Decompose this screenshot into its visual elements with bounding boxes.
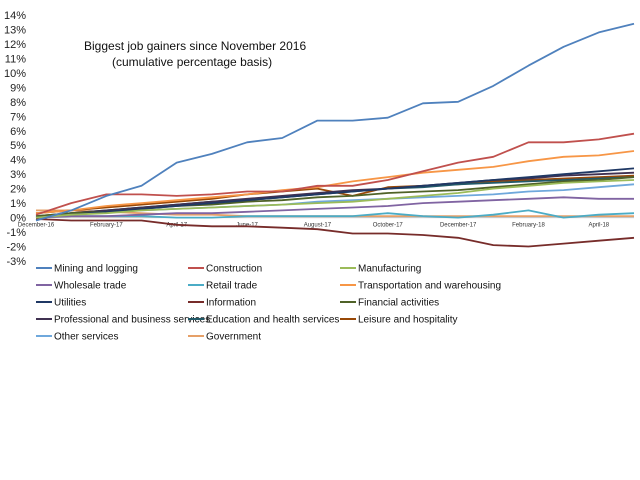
legend-label: Retail trade bbox=[206, 281, 258, 292]
chart-subtitle: (cumulative percentage basis) bbox=[112, 55, 272, 69]
chart-title: Biggest job gainers since November 2016 bbox=[84, 39, 306, 53]
y-tick-label: -1% bbox=[6, 227, 26, 239]
series-line-utilities bbox=[35, 167, 635, 219]
y-tick-label: 9% bbox=[10, 82, 26, 94]
legend: Mining and logging Construction Manufactur… bbox=[36, 264, 501, 343]
legend-entry: Professional and business services bbox=[36, 315, 210, 326]
y-tick-label: 11% bbox=[5, 53, 26, 65]
y-tick-label: 13% bbox=[4, 24, 26, 36]
y-tick-label: 1% bbox=[10, 198, 26, 210]
y-tick-label: -3% bbox=[6, 256, 26, 268]
x-tick-label: February-17 bbox=[90, 223, 123, 229]
legend-label: Financial activities bbox=[358, 298, 439, 309]
legend-label: Construction bbox=[206, 264, 262, 275]
x-tick-label: August-17 bbox=[304, 223, 332, 229]
series-line-manufacturing bbox=[35, 179, 635, 219]
y-axis: 14% 13% 12% 11% 10% 9% 8% 7% 6% 5% 4% 3% 2% 1% 0% -1% -2… bbox=[4, 10, 26, 268]
legend-label: Utilities bbox=[54, 298, 86, 309]
legend-label: Other services bbox=[54, 332, 118, 343]
y-tick-label: 2% bbox=[10, 184, 26, 196]
legend-label: Manufacturing bbox=[358, 264, 421, 275]
x-tick-label: April-18 bbox=[588, 223, 609, 229]
y-tick-label: 12% bbox=[4, 39, 26, 51]
legend-label: Transportation and warehousing bbox=[358, 281, 501, 292]
y-tick-label: 4% bbox=[10, 155, 26, 167]
legend-entry: Transportation and warehousing bbox=[340, 281, 501, 292]
legend-label: Wholesale trade bbox=[54, 281, 127, 292]
legend-label: Government bbox=[206, 332, 261, 343]
y-tick-label: 8% bbox=[10, 97, 26, 109]
legend-entry: Wholesale trade bbox=[36, 281, 127, 292]
legend-entry: Other services bbox=[36, 332, 118, 343]
y-tick-label: 10% bbox=[4, 68, 26, 80]
series-line-retail-trade bbox=[35, 209, 635, 219]
y-tick-label: -2% bbox=[6, 242, 26, 254]
y-tick-label: 0% bbox=[10, 213, 26, 225]
legend-entry: Manufacturing bbox=[340, 264, 421, 275]
legend-entry: Leisure and hospitality bbox=[340, 315, 458, 326]
legend-label: Information bbox=[206, 298, 256, 309]
y-tick-label: 5% bbox=[10, 140, 26, 152]
y-tick-label: 14% bbox=[4, 10, 26, 22]
legend-label: Education and health services bbox=[206, 315, 339, 326]
x-axis: December-16 February-17 April-17 June-17 Aug… bbox=[18, 217, 634, 229]
legend-entry: Construction bbox=[188, 264, 262, 275]
x-tick-label: February-18 bbox=[512, 223, 545, 229]
legend-label: Mining and logging bbox=[54, 264, 138, 275]
series-line-information bbox=[35, 218, 635, 248]
series-lines bbox=[35, 22, 635, 248]
x-tick-label: December-16 bbox=[18, 223, 55, 229]
series-line-mining-and-logging bbox=[35, 22, 635, 222]
legend-entry: Utilities bbox=[36, 298, 86, 309]
legend-entry: Government bbox=[188, 332, 261, 343]
legend-label: Professional and business services bbox=[54, 315, 210, 326]
legend-label: Leisure and hospitality bbox=[358, 315, 458, 326]
y-tick-label: 7% bbox=[10, 111, 26, 123]
x-tick-label: December-17 bbox=[440, 223, 477, 229]
legend-entry: Mining and logging bbox=[36, 264, 138, 275]
y-tick-label: 6% bbox=[10, 126, 26, 138]
legend-entry: Financial activities bbox=[340, 298, 439, 309]
series-line-professional-and-business-services bbox=[35, 171, 635, 219]
y-tick-label: 3% bbox=[10, 169, 26, 181]
legend-entry: Information bbox=[188, 298, 256, 309]
series-line-transportation-and-warehousing bbox=[35, 150, 635, 215]
x-tick-label: October-17 bbox=[373, 223, 404, 229]
series-line-construction bbox=[35, 132, 635, 216]
legend-entry: Education and health services bbox=[188, 315, 339, 326]
legend-entry: Retail trade bbox=[188, 281, 258, 292]
series-line-wholesale-trade bbox=[35, 196, 634, 219]
